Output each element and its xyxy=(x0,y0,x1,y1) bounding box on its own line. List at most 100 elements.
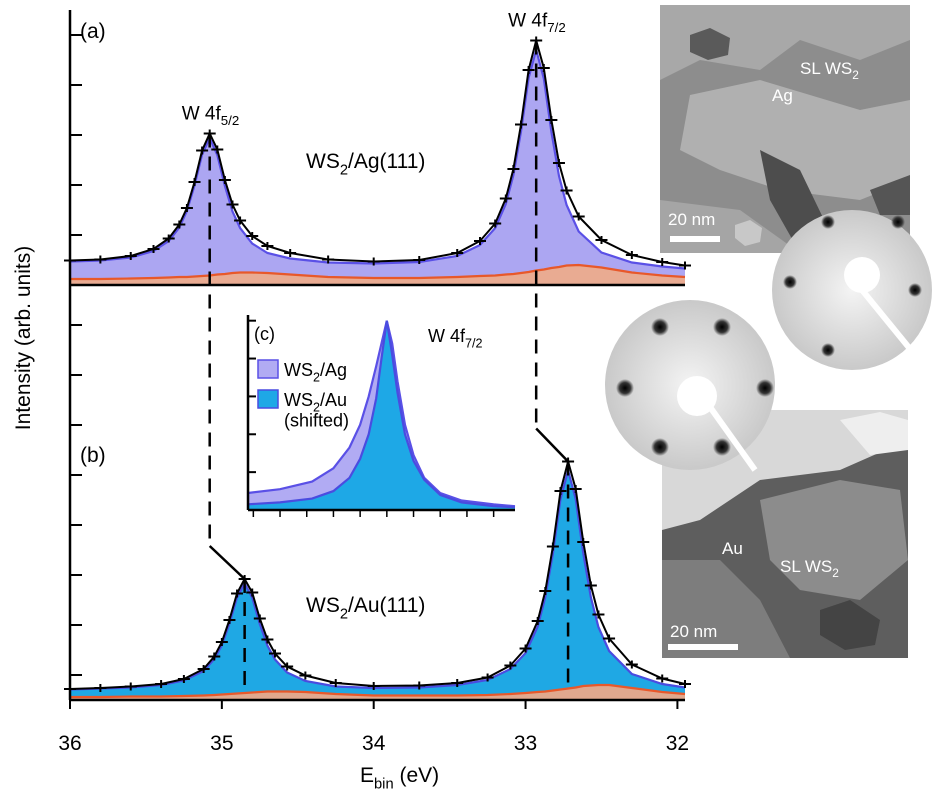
error-bar-marker xyxy=(679,261,691,270)
subscript: 7/2 xyxy=(547,20,566,35)
error-bar-marker xyxy=(679,680,691,688)
error-bar-marker xyxy=(284,249,297,257)
error-bar-marker xyxy=(545,116,558,124)
y-axis-label: Intensity (arb. units) xyxy=(12,246,35,430)
peak-label: W 4f7/2 xyxy=(428,326,483,350)
subscript: 2 xyxy=(313,400,320,414)
error-bar-marker xyxy=(261,635,274,644)
text-part: /Ag xyxy=(320,360,347,380)
peak-label: W 4f5/2 xyxy=(182,104,240,129)
error-bar-marker xyxy=(234,216,247,225)
leed-pattern-2 xyxy=(605,300,775,472)
error-bar-marker xyxy=(223,616,236,624)
error-bar-marker xyxy=(451,249,464,257)
error-bar-marker xyxy=(592,610,605,619)
error-bar-marker xyxy=(177,675,190,683)
area-fill xyxy=(70,685,685,700)
error-bar-marker xyxy=(519,644,532,653)
text-part: SL WS xyxy=(780,557,832,576)
error-bar-marker xyxy=(246,588,259,597)
error-bar-marker xyxy=(504,661,517,670)
error-bar-marker xyxy=(253,614,266,623)
curve xyxy=(247,320,516,509)
error-bar-marker xyxy=(595,236,608,244)
subscript: 7/2 xyxy=(465,336,483,350)
error-bar-marker xyxy=(656,258,669,266)
error-bar-marker xyxy=(656,674,669,683)
text-line: (shifted) xyxy=(284,411,349,431)
curve xyxy=(70,263,686,281)
area-fill xyxy=(70,50,685,285)
error-bar-marker xyxy=(584,581,597,590)
peak-shift xyxy=(208,545,246,580)
error-bar-marker xyxy=(155,680,168,688)
error-bar-marker xyxy=(413,256,426,264)
subscript: 2 xyxy=(340,606,348,622)
legend-swatch xyxy=(257,359,279,379)
error-bar-marker xyxy=(603,634,616,643)
peak-shift xyxy=(535,427,569,463)
substrate-label: Ag xyxy=(772,86,793,105)
error-bar-marker xyxy=(215,638,228,646)
text-part: W 4f xyxy=(508,11,548,32)
text-part: WS xyxy=(284,390,313,410)
x-axis-label: Ebin (eV) xyxy=(360,764,439,792)
error-bar-marker xyxy=(569,485,582,493)
error-bar-marker xyxy=(173,220,186,229)
error-bar-marker xyxy=(188,178,201,186)
panel-label: (b) xyxy=(80,444,106,467)
error-bar-marker xyxy=(539,587,552,595)
error-bar-marker xyxy=(531,617,544,625)
text-part: W 4f xyxy=(182,104,222,125)
error-bar-marker xyxy=(218,176,231,184)
panel-label: (c) xyxy=(254,324,275,344)
error-bar-marker xyxy=(625,660,638,669)
subscript: 5/2 xyxy=(221,113,240,128)
error-bar-marker xyxy=(322,255,335,264)
error-bar-marker xyxy=(269,649,281,658)
error-bar-marker xyxy=(281,662,294,671)
text-part: WS xyxy=(306,150,340,173)
error-bar-marker xyxy=(124,252,137,260)
curve xyxy=(70,683,686,699)
error-bar-marker xyxy=(261,242,274,250)
film-label: SL WS2 xyxy=(800,59,859,82)
panel-label: (a) xyxy=(80,20,106,43)
error-bar-marker xyxy=(537,64,550,72)
error-bar-marker xyxy=(577,538,590,546)
error-bar-marker xyxy=(211,145,224,154)
legend-label: WS2/Ag xyxy=(284,360,347,384)
text-part: /Au(111) xyxy=(348,594,425,617)
error-bar-marker xyxy=(124,682,137,691)
subscript: bin xyxy=(374,776,394,792)
text-part: SL WS xyxy=(800,59,852,78)
error-bar-marker xyxy=(481,673,494,682)
legend-swatch xyxy=(257,389,279,409)
text-part: WS xyxy=(284,360,313,380)
error-bar-marker xyxy=(197,665,210,673)
film-label: SL WS2 xyxy=(780,557,839,580)
error-bar-marker xyxy=(489,219,502,228)
area-fill xyxy=(248,320,515,510)
scale-bar xyxy=(670,236,720,242)
error-bar-marker xyxy=(367,682,380,690)
scale-bar xyxy=(668,644,738,650)
sample-label: WS2/Ag(111) xyxy=(306,150,425,178)
subscript: 2 xyxy=(340,162,348,178)
leed-pattern-1 xyxy=(772,210,932,370)
text-part: /Ag(111) xyxy=(348,150,425,173)
error-bar-marker xyxy=(246,232,259,240)
stm-image-ag xyxy=(660,5,910,253)
substrate-label: Au xyxy=(722,539,743,558)
error-bar-marker xyxy=(180,204,193,212)
x-tick-label: 35 xyxy=(210,732,233,755)
error-bar-marker xyxy=(572,212,585,221)
error-bar-marker xyxy=(208,652,221,661)
subscript: 2 xyxy=(832,566,839,580)
error-bar-marker xyxy=(507,165,520,173)
error-bar-marker xyxy=(413,681,426,690)
error-bar-marker xyxy=(226,200,239,209)
text-part: E xyxy=(360,764,374,787)
x-tick-label: 33 xyxy=(514,732,537,755)
